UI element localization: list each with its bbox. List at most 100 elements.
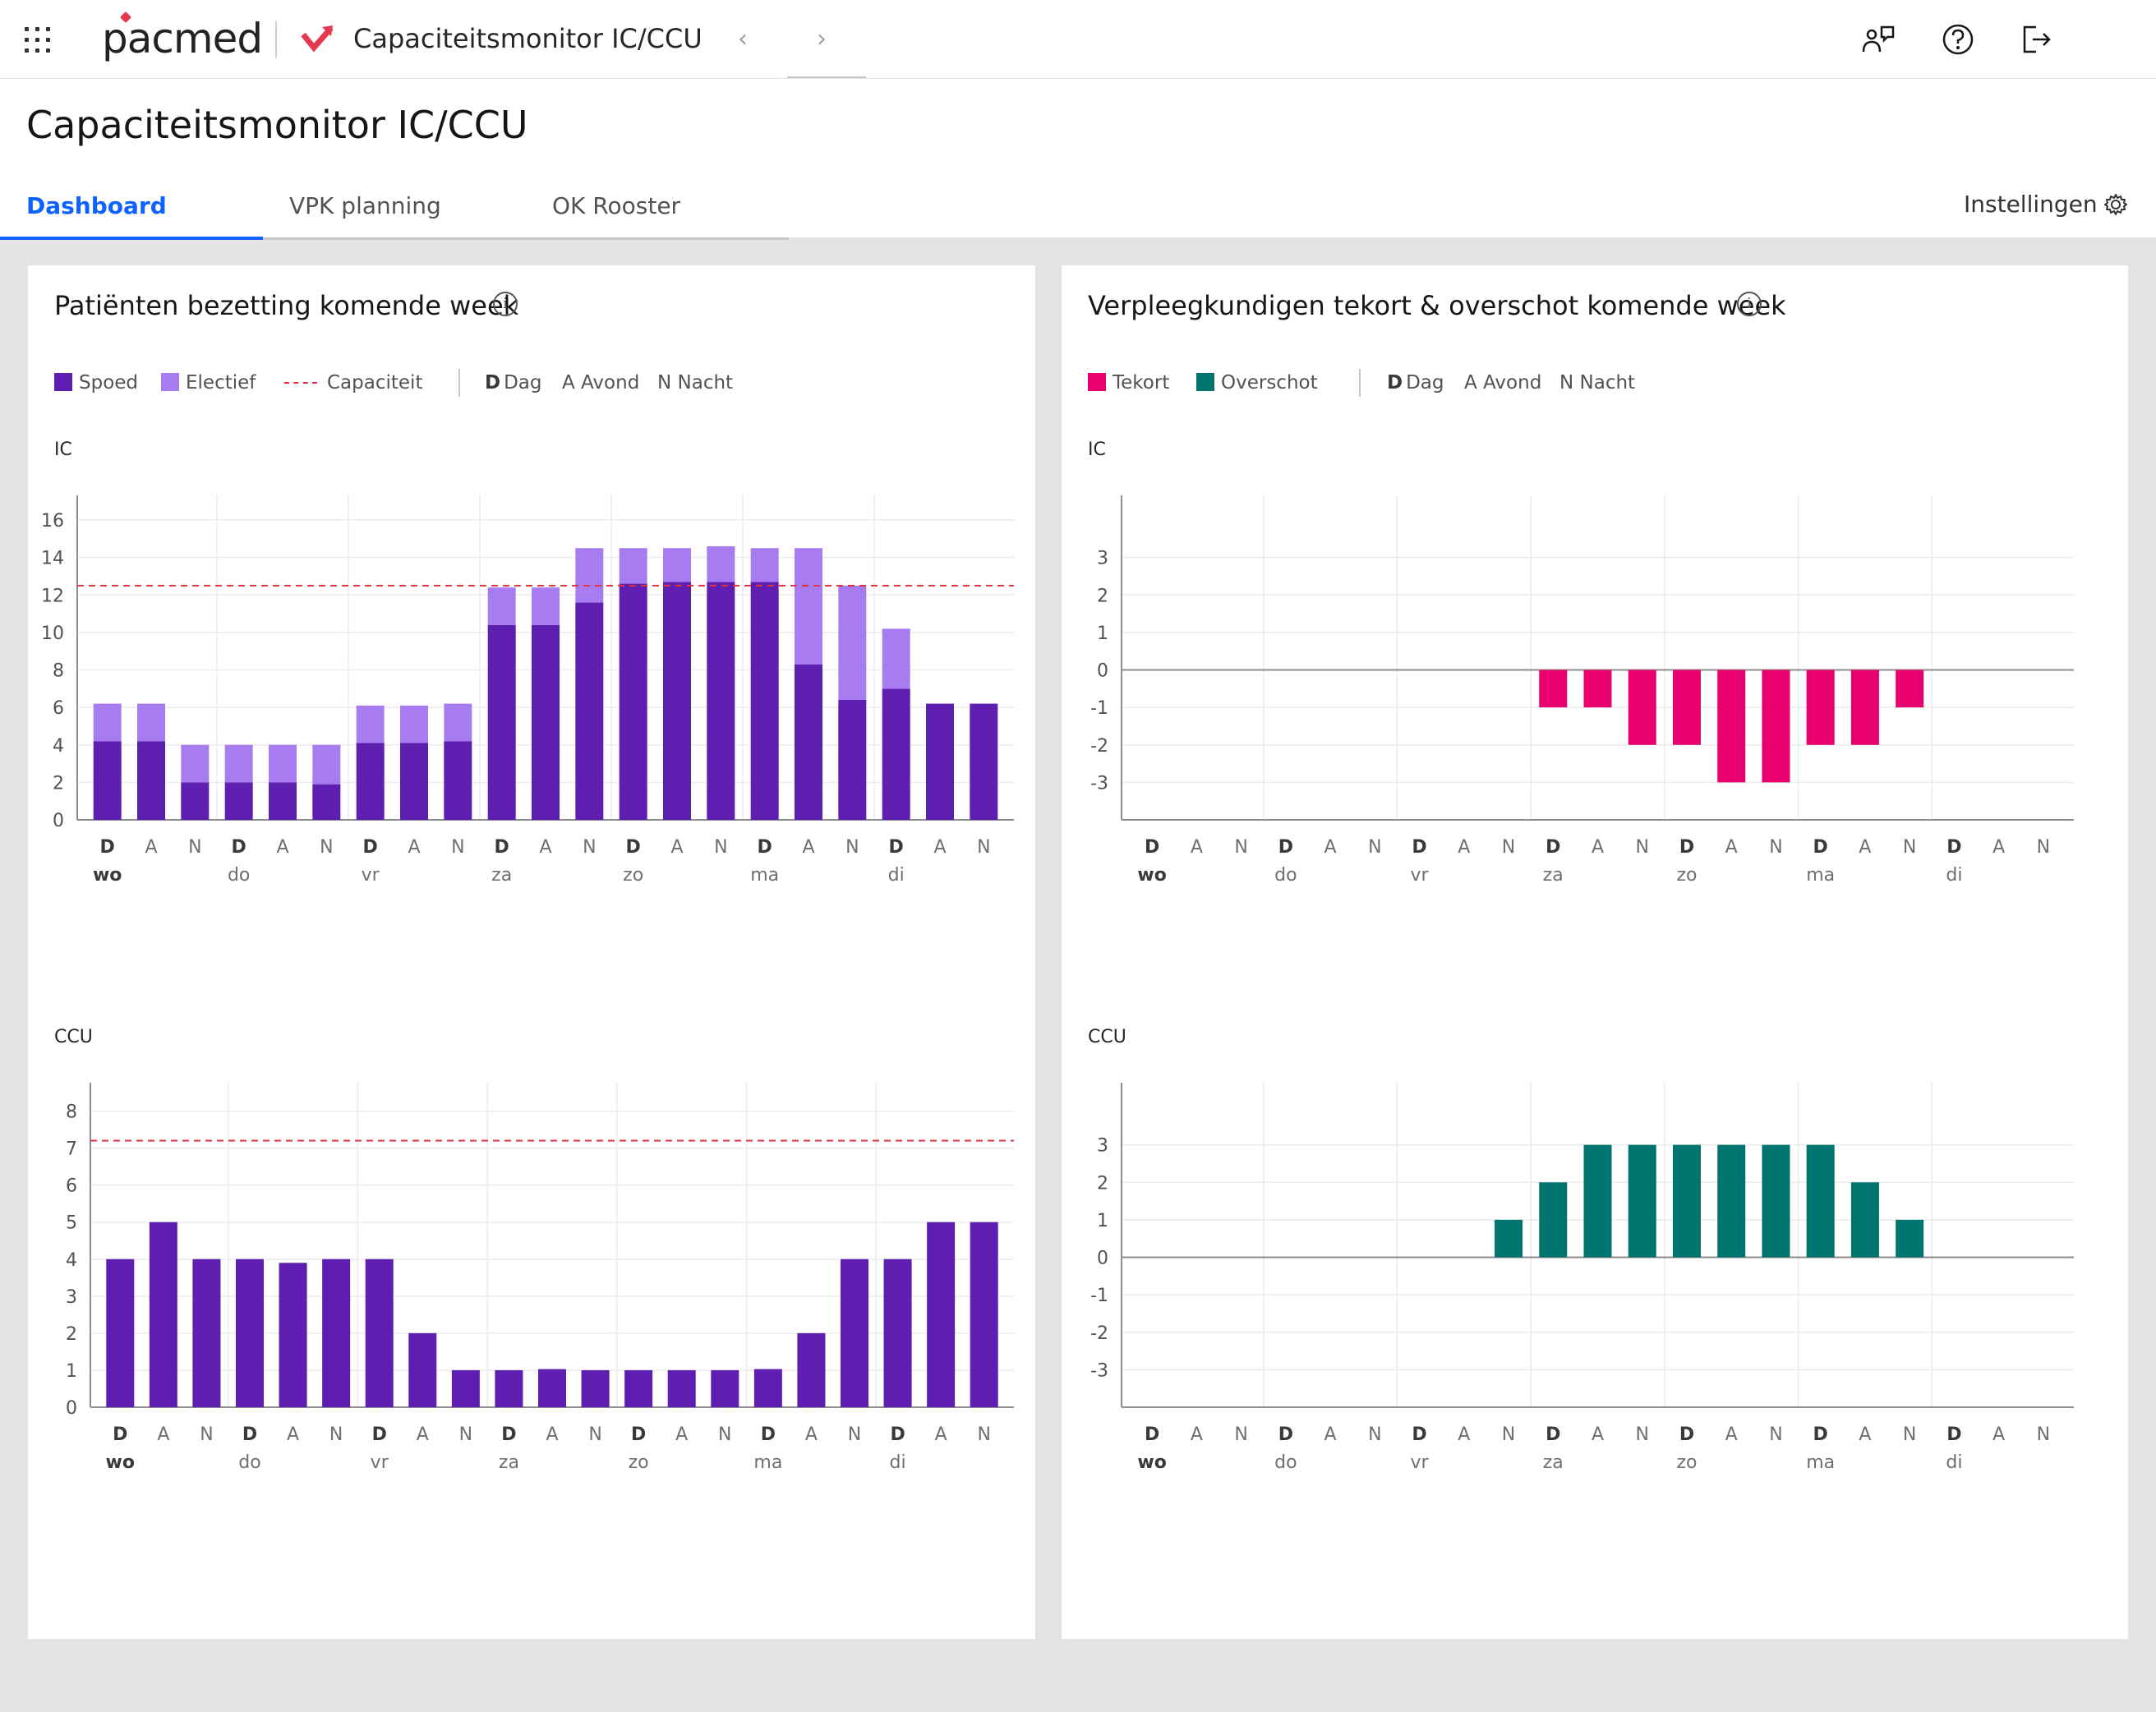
x-tick-label: D — [372, 1424, 387, 1445]
x-tick-label: N — [2037, 837, 2050, 858]
x-tick-label: D — [113, 1424, 127, 1445]
legend-capaciteit[interactable]: Capaciteit — [284, 372, 422, 393]
x-tick-label: N — [451, 837, 464, 858]
x-tick-label: D — [363, 837, 378, 858]
y-tick-label: 4 — [66, 1250, 77, 1271]
bar-electief — [575, 548, 604, 603]
x-tick-label: A — [1859, 1424, 1871, 1445]
x-tick-label: D — [1813, 1424, 1828, 1445]
day-label: ma — [1806, 1452, 1835, 1473]
app-logo-icon — [301, 25, 334, 53]
x-tick-label: A — [1458, 837, 1470, 858]
tab-vpk-planning[interactable]: VPK planning — [289, 192, 441, 219]
bar-spoed — [495, 1369, 523, 1407]
legend-dag: D Dag — [1387, 372, 1444, 393]
legend-overschot[interactable]: Overschot — [1196, 372, 1318, 393]
chart-vpk-ccu: -3 -2 -1 0 1 2 3 D A N D A N D A N D A N D A N D A N D A Nwo do vr za z… — [1090, 1083, 2074, 1473]
bar-spoed — [707, 582, 735, 820]
y-tick-label: 6 — [53, 698, 64, 719]
chevron-right-icon[interactable]: › — [817, 25, 827, 53]
x-tick-label: D — [631, 1424, 646, 1445]
panel-patienten-bezetting: Patiënten bezetting komende week i Spoed… — [28, 265, 1035, 1639]
legend-nacht: N Nacht — [657, 372, 734, 393]
y-tick-label: 0 — [1097, 661, 1108, 682]
x-tick-label: N — [1502, 1424, 1515, 1445]
bar-spoed — [711, 1369, 739, 1407]
bar-overschot — [1495, 1219, 1523, 1258]
panel-title: Patiënten bezetting komende week — [54, 290, 519, 321]
x-tick-label: D — [242, 1424, 257, 1445]
panel-title: Verpleegkundigen tekort & overschot kome… — [1088, 290, 1786, 321]
tab-dashboard[interactable]: Dashboard — [0, 174, 263, 240]
user-feedback-icon[interactable] — [1860, 21, 1898, 58]
x-tick-label: D — [758, 837, 772, 858]
x-tick-label: D — [761, 1424, 776, 1445]
x-tick-label: D — [100, 837, 115, 858]
x-tick-label: N — [1502, 837, 1515, 858]
bar-electief — [750, 548, 779, 582]
bar-overschot — [1896, 1219, 1924, 1258]
brand-logo[interactable]: pacmed — [102, 11, 263, 62]
nav-indicator — [787, 76, 866, 78]
day-label: vr — [1411, 865, 1430, 886]
x-tick-label: N — [1903, 837, 1916, 858]
bar-spoed — [532, 624, 560, 820]
x-tick-label: D — [1145, 837, 1159, 858]
x-tick-label: N — [1368, 837, 1381, 858]
bar-tekort — [1896, 670, 1924, 708]
bar-spoed — [400, 743, 428, 820]
bar-spoed — [970, 703, 998, 820]
x-tick-label: N — [718, 1424, 731, 1445]
bar-overschot — [1762, 1144, 1790, 1258]
bar-electief — [532, 587, 560, 625]
legend-tekort[interactable]: Tekort — [1088, 372, 1169, 393]
day-label: wo — [1137, 865, 1166, 886]
x-tick-label: D — [1946, 1424, 1961, 1445]
x-tick-label: D — [1412, 837, 1426, 858]
y-tick-label: 2 — [1097, 1173, 1108, 1194]
legend-spoed[interactable]: Spoed — [54, 372, 138, 393]
info-icon[interactable]: i — [1737, 292, 1762, 316]
chart-bezetting-ic: 0 2 4 6 8 10 12 14 16 D A N D A N D A N D A N D A N D A N D A Nwo do vr… — [41, 495, 1014, 886]
legend-electief[interactable]: Electief — [161, 372, 256, 393]
apps-grid-icon[interactable] — [25, 27, 53, 55]
bar-spoed — [192, 1259, 221, 1407]
day-label: zo — [629, 1452, 649, 1473]
bar-electief — [400, 705, 428, 743]
x-tick-label: A — [805, 1424, 818, 1445]
info-icon[interactable]: i — [493, 292, 518, 316]
tab-ok-rooster[interactable]: OK Rooster — [552, 192, 681, 219]
y-tick-label: 0 — [66, 1398, 77, 1419]
app-title: Capaciteitsmonitor IC/CCU — [353, 23, 703, 54]
x-tick-label: A — [1458, 1424, 1470, 1445]
y-tick-label: 0 — [1097, 1249, 1108, 1269]
x-tick-label: A — [1725, 837, 1738, 858]
logout-icon[interactable] — [2018, 21, 2056, 58]
x-tick-label: A — [1859, 837, 1871, 858]
y-tick-label: 5 — [66, 1213, 77, 1234]
bar-electief — [487, 587, 516, 625]
y-tick-label: 1 — [1097, 1211, 1108, 1231]
y-tick-label: 12 — [41, 586, 64, 606]
bar-spoed — [279, 1263, 307, 1407]
day-label: zo — [1676, 865, 1697, 886]
settings-button[interactable]: Instellingen — [1964, 191, 2127, 218]
x-tick-label: N — [588, 1424, 601, 1445]
bar-electief — [93, 703, 122, 742]
y-tick-label: 14 — [41, 549, 64, 569]
day-label: za — [491, 865, 512, 886]
day-label: zo — [623, 865, 643, 886]
chart-label-ccu: CCU — [1088, 1027, 1126, 1047]
x-tick-label: D — [1278, 837, 1293, 858]
x-tick-label: A — [1191, 837, 1203, 858]
bar-spoed — [970, 1222, 998, 1407]
x-tick-label: N — [459, 1424, 472, 1445]
chevron-left-icon[interactable]: ‹ — [738, 25, 748, 53]
bar-tekort — [1672, 670, 1701, 745]
bar-overschot — [1806, 1144, 1835, 1258]
help-icon[interactable] — [1939, 21, 1977, 58]
legend-avond: A Avond — [562, 372, 640, 393]
x-tick-label: N — [1368, 1424, 1381, 1445]
x-tick-label: A — [417, 1424, 429, 1445]
day-label: di — [1946, 1452, 1962, 1473]
